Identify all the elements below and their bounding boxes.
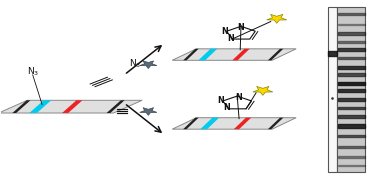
Polygon shape: [338, 24, 364, 25]
Polygon shape: [338, 116, 364, 118]
Text: $\mathregular{N_3}$: $\mathregular{N_3}$: [129, 57, 141, 70]
Polygon shape: [268, 49, 284, 60]
Polygon shape: [268, 118, 284, 129]
Polygon shape: [338, 41, 364, 43]
Polygon shape: [338, 13, 364, 15]
Polygon shape: [338, 73, 364, 76]
Text: N: N: [223, 103, 230, 112]
Text: N: N: [238, 23, 244, 32]
Text: N: N: [236, 93, 242, 102]
Polygon shape: [338, 66, 364, 69]
Polygon shape: [172, 118, 296, 129]
Polygon shape: [12, 100, 31, 113]
Polygon shape: [0, 100, 142, 113]
Polygon shape: [140, 61, 157, 69]
Polygon shape: [338, 57, 364, 59]
Polygon shape: [338, 32, 364, 35]
Text: N: N: [217, 96, 224, 105]
Polygon shape: [338, 89, 364, 92]
Polygon shape: [338, 48, 364, 51]
Bar: [338, 7, 365, 172]
Polygon shape: [183, 118, 198, 129]
Polygon shape: [338, 156, 364, 158]
Polygon shape: [172, 49, 296, 60]
Polygon shape: [253, 86, 273, 95]
Text: N: N: [227, 34, 234, 43]
Text: $\mathregular{N_3}$: $\mathregular{N_3}$: [27, 65, 39, 78]
Bar: [328, 7, 338, 172]
Polygon shape: [338, 135, 364, 137]
Polygon shape: [198, 49, 217, 60]
Polygon shape: [140, 108, 157, 115]
Polygon shape: [338, 165, 364, 166]
Polygon shape: [62, 100, 82, 113]
Polygon shape: [107, 100, 125, 113]
Text: N: N: [221, 27, 228, 36]
Polygon shape: [338, 82, 364, 85]
Polygon shape: [338, 107, 364, 109]
Polygon shape: [338, 146, 364, 148]
Polygon shape: [338, 98, 364, 101]
Polygon shape: [29, 100, 51, 113]
Polygon shape: [183, 49, 198, 60]
Polygon shape: [338, 124, 364, 128]
Polygon shape: [267, 14, 287, 23]
Polygon shape: [328, 51, 337, 56]
Polygon shape: [232, 49, 249, 60]
Polygon shape: [234, 118, 251, 129]
Polygon shape: [200, 118, 219, 129]
